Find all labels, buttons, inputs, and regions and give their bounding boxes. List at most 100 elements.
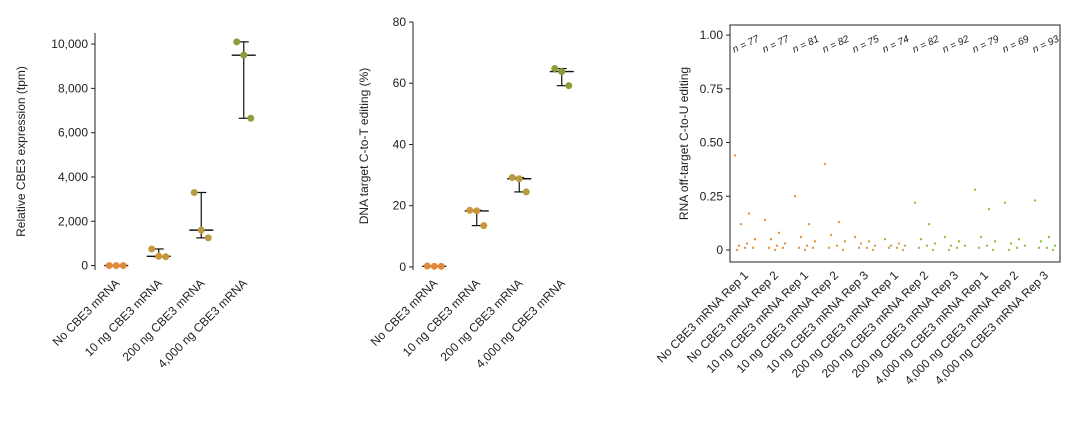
data-point bbox=[949, 244, 953, 247]
data-point bbox=[843, 240, 847, 243]
data-point bbox=[747, 212, 751, 215]
data-point bbox=[1051, 248, 1055, 252]
data-point bbox=[735, 248, 739, 252]
y-tick-label: 0.75 bbox=[700, 82, 724, 96]
data-point bbox=[857, 246, 861, 250]
data-point bbox=[1015, 246, 1019, 250]
data-point bbox=[204, 234, 212, 242]
data-point bbox=[943, 235, 947, 239]
data-point bbox=[775, 244, 779, 247]
data-point bbox=[1023, 244, 1027, 247]
y-tick-label: 0.50 bbox=[700, 136, 724, 150]
data-point bbox=[1003, 201, 1007, 204]
data-point bbox=[873, 244, 877, 247]
data-point bbox=[811, 246, 815, 250]
data-point bbox=[105, 262, 113, 270]
data-point bbox=[985, 244, 989, 247]
data-point bbox=[745, 242, 749, 245]
data-point bbox=[955, 246, 959, 250]
y-axis-title: DNA target C-to-T editing (%) bbox=[357, 68, 371, 225]
data-point bbox=[867, 240, 871, 243]
n-annotation: n = 82 bbox=[821, 34, 851, 56]
y-tick-label: 40 bbox=[393, 137, 407, 151]
data-point bbox=[781, 246, 785, 250]
data-point bbox=[1039, 240, 1043, 243]
data-point bbox=[835, 244, 839, 247]
data-point bbox=[522, 188, 530, 196]
data-point bbox=[247, 114, 255, 122]
n-annotation: n = 93 bbox=[1031, 34, 1061, 56]
data-point bbox=[767, 246, 771, 250]
data-point bbox=[480, 222, 488, 230]
data-point bbox=[1007, 248, 1011, 252]
data-point bbox=[437, 262, 445, 270]
data-point bbox=[1045, 246, 1049, 250]
y-tick-label: 20 bbox=[393, 199, 407, 213]
data-point bbox=[430, 262, 438, 270]
data-point bbox=[769, 238, 773, 241]
data-point bbox=[1017, 238, 1021, 241]
data-point bbox=[837, 220, 841, 224]
data-point bbox=[901, 248, 905, 252]
y-tick-label: 0 bbox=[716, 243, 723, 257]
data-point bbox=[473, 207, 481, 215]
frame bbox=[729, 24, 1061, 263]
data-point bbox=[913, 201, 917, 204]
data-point bbox=[927, 222, 931, 226]
y-tick-label: 8,000 bbox=[58, 81, 88, 95]
data-point bbox=[991, 248, 995, 252]
data-point bbox=[931, 248, 935, 252]
n-annotation: n = 77 bbox=[761, 34, 791, 56]
data-point bbox=[1053, 244, 1057, 247]
data-point bbox=[883, 238, 887, 241]
data-point bbox=[1037, 246, 1041, 250]
y-tick-label: 4,000 bbox=[58, 170, 88, 184]
data-point bbox=[190, 188, 198, 196]
data-point bbox=[823, 162, 827, 166]
y-tick-label: 0 bbox=[399, 260, 406, 274]
data-point bbox=[979, 235, 983, 239]
data-point bbox=[895, 246, 899, 250]
data-point bbox=[813, 240, 817, 243]
n-annotation: n = 74 bbox=[881, 34, 911, 56]
data-point bbox=[957, 240, 961, 243]
data-point bbox=[807, 222, 811, 226]
data-point bbox=[805, 244, 809, 247]
n-annotation: n = 79 bbox=[971, 34, 1001, 56]
data-point bbox=[889, 244, 893, 247]
data-point bbox=[841, 248, 845, 252]
y-axis-title: RNA off-target C-to-U editing bbox=[677, 67, 691, 220]
data-point bbox=[773, 248, 777, 252]
data-point bbox=[739, 222, 743, 226]
data-point bbox=[925, 244, 929, 247]
data-point bbox=[751, 246, 755, 250]
data-point bbox=[1033, 199, 1037, 202]
y-tick-label: 6,000 bbox=[58, 126, 88, 140]
y-tick-label: 2,000 bbox=[58, 214, 88, 228]
data-point bbox=[829, 233, 833, 237]
data-point bbox=[508, 174, 516, 182]
y-axis-title: Relative CBE3 expression (tpm) bbox=[14, 66, 28, 237]
data-point bbox=[1047, 235, 1051, 239]
data-point bbox=[853, 235, 857, 239]
n-annotation: n = 77 bbox=[731, 34, 761, 56]
data-point bbox=[919, 238, 923, 241]
data-point bbox=[162, 253, 170, 261]
data-point bbox=[803, 248, 807, 252]
y-tick-label: 0.25 bbox=[700, 189, 724, 203]
n-annotation: n = 81 bbox=[791, 34, 821, 56]
data-point bbox=[903, 244, 907, 247]
data-point bbox=[743, 246, 747, 250]
x-tick-label: 10 ng CBE3 mRNA bbox=[82, 276, 165, 359]
data-point bbox=[763, 218, 767, 222]
data-point bbox=[733, 154, 737, 157]
data-point bbox=[112, 262, 120, 270]
data-point bbox=[793, 195, 797, 198]
y-tick-label: 60 bbox=[393, 76, 407, 90]
data-point bbox=[551, 65, 559, 73]
data-point bbox=[859, 242, 863, 245]
data-point bbox=[1009, 242, 1013, 245]
n-annotation: n = 82 bbox=[911, 34, 941, 56]
y-tick-label: 1.00 bbox=[700, 28, 724, 42]
